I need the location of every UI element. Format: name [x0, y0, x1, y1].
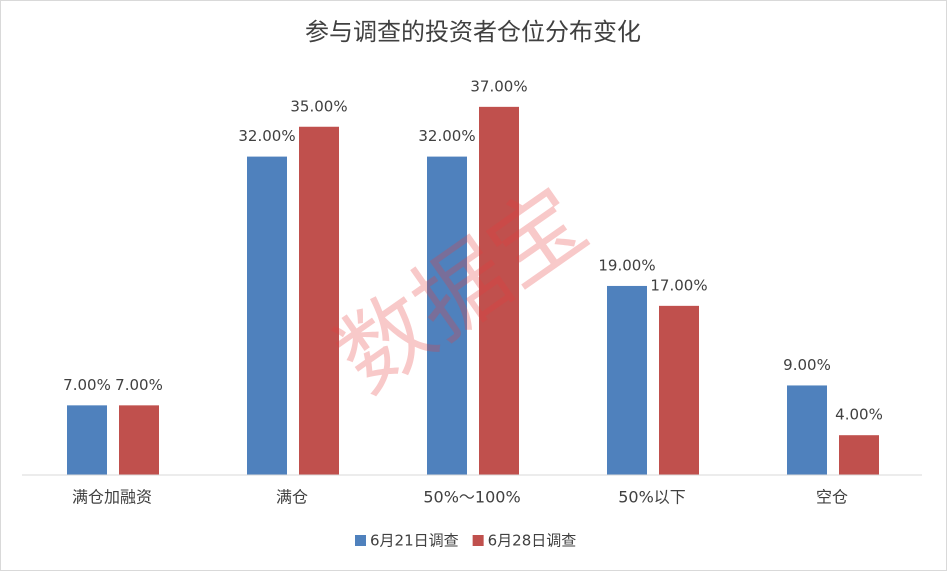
legend-label: 6月21日调查: [370, 532, 459, 550]
value-label: 37.00%: [470, 77, 527, 95]
bar: [247, 156, 287, 475]
value-label: 32.00%: [418, 127, 475, 145]
x-tick-label: 满仓: [276, 488, 308, 507]
x-tick-label: 50%以下: [618, 488, 686, 507]
chart-title: 参与调查的投资者仓位分布变化: [305, 18, 641, 46]
value-label: 17.00%: [650, 276, 707, 294]
x-tick-label: 满仓加融资: [72, 488, 152, 507]
value-label: 7.00%: [115, 376, 163, 394]
value-label: 4.00%: [835, 406, 883, 424]
value-label: 35.00%: [290, 97, 347, 115]
bar: [427, 156, 467, 475]
bar: [787, 385, 827, 475]
bar: [659, 305, 699, 475]
legend-swatch: [355, 535, 366, 546]
bar: [839, 435, 879, 475]
legend-swatch: [472, 535, 484, 546]
value-label: 9.00%: [783, 356, 831, 374]
bar: [119, 405, 159, 475]
value-label: 19.00%: [598, 256, 655, 274]
value-label: 32.00%: [238, 127, 295, 145]
legend-label: 6月28日调查: [488, 532, 577, 550]
bar: [299, 126, 339, 475]
value-label: 7.00%: [63, 376, 111, 394]
x-tick-label: 空仓: [816, 488, 848, 507]
x-tick-label: 50%～100%: [423, 488, 520, 507]
bar: [479, 106, 519, 475]
bar: [607, 285, 647, 475]
bar: [67, 405, 107, 475]
